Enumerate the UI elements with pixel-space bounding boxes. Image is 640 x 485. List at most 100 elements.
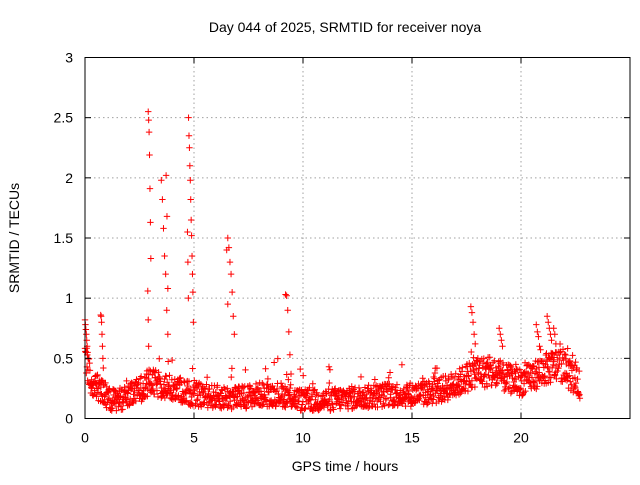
data-point <box>161 252 168 260</box>
data-point <box>331 386 338 393</box>
data-point <box>223 246 230 254</box>
data-point <box>576 395 584 402</box>
data-point <box>315 406 323 413</box>
data-point <box>464 387 472 395</box>
data-point <box>141 393 148 401</box>
data-point <box>252 380 260 388</box>
data-point <box>281 392 288 399</box>
data-point <box>554 367 561 375</box>
data-point <box>362 395 369 403</box>
data-point <box>392 384 399 391</box>
x-tick-label: 15 <box>404 430 420 446</box>
data-point <box>402 395 409 402</box>
y-axis-label: SRMTID / TECUs <box>6 183 22 293</box>
data-point <box>300 372 307 379</box>
data-point <box>158 177 165 184</box>
data-point <box>217 390 225 397</box>
data-point <box>101 393 108 400</box>
data-point <box>384 388 391 395</box>
data-point <box>473 365 480 373</box>
data-point <box>186 162 194 169</box>
data-point <box>299 401 306 408</box>
data-point <box>365 404 372 411</box>
data-point <box>156 375 164 382</box>
data-point <box>576 367 583 375</box>
data-point <box>491 357 498 364</box>
data-point <box>517 385 524 392</box>
data-point <box>529 363 537 370</box>
data-point <box>470 331 478 338</box>
data-point <box>227 270 235 278</box>
data-point <box>516 366 523 373</box>
data-point <box>456 383 463 390</box>
data-point <box>301 405 308 413</box>
data-point <box>183 397 190 404</box>
data-point <box>286 384 294 392</box>
data-point <box>189 288 197 296</box>
data-point <box>521 373 528 380</box>
data-point <box>135 379 142 386</box>
data-point <box>145 316 152 324</box>
data-point <box>479 359 487 367</box>
data-point <box>190 319 197 326</box>
y-tick-label: 1 <box>65 290 73 306</box>
data-point <box>550 325 557 332</box>
data-point <box>357 373 365 381</box>
gridlines <box>85 57 630 419</box>
data-point <box>455 381 462 389</box>
data-point <box>548 337 555 344</box>
data-point <box>145 116 152 124</box>
data-point <box>498 337 505 344</box>
data-point <box>113 407 120 414</box>
data-point <box>214 382 221 389</box>
data-point <box>543 313 551 320</box>
data-point <box>551 371 559 379</box>
data-point <box>516 386 524 393</box>
data-point <box>283 371 290 378</box>
data-point <box>534 383 541 390</box>
data-point <box>493 379 500 386</box>
data-point <box>361 384 369 391</box>
data-point <box>377 394 384 401</box>
data-point <box>450 374 458 382</box>
data-point <box>284 399 291 407</box>
data-point <box>277 380 285 387</box>
data-point <box>393 381 401 388</box>
data-point <box>189 270 196 278</box>
data-point <box>298 406 306 414</box>
data-point <box>163 373 170 380</box>
data-point <box>568 381 575 389</box>
data-point <box>497 331 504 338</box>
data-point <box>99 355 107 362</box>
x-tick-label: 20 <box>513 430 529 446</box>
data-point <box>560 356 567 364</box>
data-point <box>149 385 157 393</box>
data-point <box>564 345 571 352</box>
x-tick-label: 5 <box>190 430 198 446</box>
data-point <box>486 353 493 361</box>
data-point <box>128 385 135 393</box>
data-point <box>336 405 344 412</box>
data-point <box>545 319 552 326</box>
y-tick-label: 3 <box>65 50 73 66</box>
data-point <box>536 369 543 376</box>
data-point <box>355 384 363 392</box>
data-point <box>505 385 512 392</box>
data-point <box>224 385 231 392</box>
data-point <box>163 307 170 314</box>
data-point <box>423 401 431 408</box>
data-point <box>262 394 269 401</box>
data-point <box>151 390 158 398</box>
data-point <box>373 390 381 397</box>
data-point <box>145 128 153 136</box>
data-point <box>98 319 105 326</box>
data-point <box>231 331 238 338</box>
chart-title: Day 044 of 2025, SRMTID for receiver noy… <box>209 19 482 35</box>
data-point <box>382 395 390 402</box>
data-point <box>185 294 192 302</box>
data-point <box>144 392 151 400</box>
data-point <box>483 383 491 390</box>
data-point <box>185 132 193 139</box>
data-point <box>102 379 109 387</box>
data-point <box>452 370 459 377</box>
